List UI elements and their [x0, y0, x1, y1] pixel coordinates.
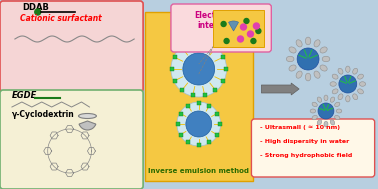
FancyBboxPatch shape: [214, 46, 217, 50]
Circle shape: [221, 22, 226, 26]
Circle shape: [256, 29, 261, 33]
Ellipse shape: [358, 89, 364, 94]
FancyBboxPatch shape: [186, 140, 190, 144]
Ellipse shape: [332, 89, 338, 94]
Ellipse shape: [320, 47, 327, 53]
FancyBboxPatch shape: [218, 122, 222, 126]
Ellipse shape: [296, 40, 302, 47]
FancyBboxPatch shape: [0, 1, 143, 92]
FancyBboxPatch shape: [207, 104, 211, 108]
Text: DDAB: DDAB: [22, 3, 49, 12]
Ellipse shape: [324, 95, 328, 101]
Ellipse shape: [330, 120, 335, 125]
Circle shape: [171, 41, 226, 97]
Ellipse shape: [320, 65, 327, 71]
Ellipse shape: [353, 68, 358, 74]
FancyBboxPatch shape: [191, 41, 195, 45]
Text: Inverse emulsion method: Inverse emulsion method: [148, 168, 249, 174]
Ellipse shape: [353, 94, 358, 100]
Wedge shape: [79, 121, 96, 130]
Ellipse shape: [359, 82, 366, 86]
Ellipse shape: [296, 71, 302, 78]
Text: γ-Cyclodextrin: γ-Cyclodextrin: [12, 110, 75, 119]
Ellipse shape: [317, 120, 322, 125]
Circle shape: [318, 103, 334, 119]
Ellipse shape: [305, 37, 311, 45]
FancyBboxPatch shape: [179, 132, 183, 136]
FancyBboxPatch shape: [173, 55, 177, 59]
Text: - High dispersity in water: - High dispersity in water: [260, 139, 350, 144]
Ellipse shape: [286, 56, 294, 62]
Ellipse shape: [314, 40, 320, 47]
Circle shape: [251, 39, 256, 43]
FancyBboxPatch shape: [224, 67, 228, 71]
Wedge shape: [229, 21, 239, 31]
Circle shape: [224, 39, 229, 43]
FancyBboxPatch shape: [213, 10, 264, 47]
FancyBboxPatch shape: [180, 46, 184, 50]
FancyBboxPatch shape: [179, 112, 183, 115]
Text: EGDE: EGDE: [12, 91, 37, 100]
FancyBboxPatch shape: [197, 143, 201, 147]
Ellipse shape: [335, 115, 340, 120]
Ellipse shape: [310, 109, 316, 113]
Ellipse shape: [314, 71, 320, 78]
Circle shape: [240, 24, 246, 30]
Circle shape: [35, 9, 41, 15]
Ellipse shape: [312, 102, 317, 107]
Circle shape: [183, 53, 215, 85]
FancyBboxPatch shape: [207, 140, 211, 144]
Text: Cationic surfactant: Cationic surfactant: [20, 14, 102, 23]
FancyBboxPatch shape: [180, 88, 184, 92]
FancyBboxPatch shape: [251, 119, 375, 177]
FancyBboxPatch shape: [215, 132, 219, 136]
FancyBboxPatch shape: [214, 88, 217, 92]
FancyBboxPatch shape: [221, 55, 225, 59]
Circle shape: [297, 48, 319, 70]
FancyBboxPatch shape: [176, 122, 180, 126]
Ellipse shape: [335, 102, 340, 107]
FancyBboxPatch shape: [215, 112, 219, 115]
Ellipse shape: [324, 121, 328, 127]
Ellipse shape: [332, 74, 338, 79]
Text: - Strong hydrophobic field: - Strong hydrophobic field: [260, 153, 353, 158]
Text: Electrostatic
interaction: Electrostatic interaction: [194, 11, 249, 30]
Ellipse shape: [338, 68, 343, 74]
Ellipse shape: [305, 73, 311, 81]
Ellipse shape: [358, 74, 364, 79]
Ellipse shape: [312, 115, 317, 120]
FancyBboxPatch shape: [0, 90, 143, 189]
Circle shape: [177, 102, 221, 146]
Circle shape: [186, 111, 212, 137]
Ellipse shape: [330, 97, 335, 102]
Ellipse shape: [289, 47, 296, 53]
Ellipse shape: [79, 114, 96, 119]
Ellipse shape: [330, 82, 336, 86]
FancyBboxPatch shape: [197, 101, 201, 105]
Ellipse shape: [345, 96, 350, 102]
Circle shape: [244, 19, 249, 23]
FancyBboxPatch shape: [186, 104, 190, 108]
Ellipse shape: [289, 65, 296, 71]
FancyBboxPatch shape: [203, 41, 207, 45]
Circle shape: [237, 36, 243, 42]
Ellipse shape: [336, 109, 342, 113]
FancyBboxPatch shape: [221, 79, 225, 83]
Circle shape: [339, 75, 357, 93]
FancyArrow shape: [261, 83, 299, 95]
FancyBboxPatch shape: [170, 67, 174, 71]
FancyBboxPatch shape: [173, 79, 177, 83]
FancyBboxPatch shape: [191, 93, 195, 97]
FancyBboxPatch shape: [203, 93, 207, 97]
Ellipse shape: [338, 94, 343, 100]
Circle shape: [253, 23, 259, 29]
Circle shape: [248, 31, 253, 37]
Ellipse shape: [322, 56, 330, 62]
FancyBboxPatch shape: [171, 4, 271, 52]
Ellipse shape: [317, 97, 322, 102]
Ellipse shape: [345, 66, 350, 72]
FancyBboxPatch shape: [145, 12, 253, 181]
Text: - Ultrasmall ( ≈ 10 nm): - Ultrasmall ( ≈ 10 nm): [260, 125, 340, 130]
